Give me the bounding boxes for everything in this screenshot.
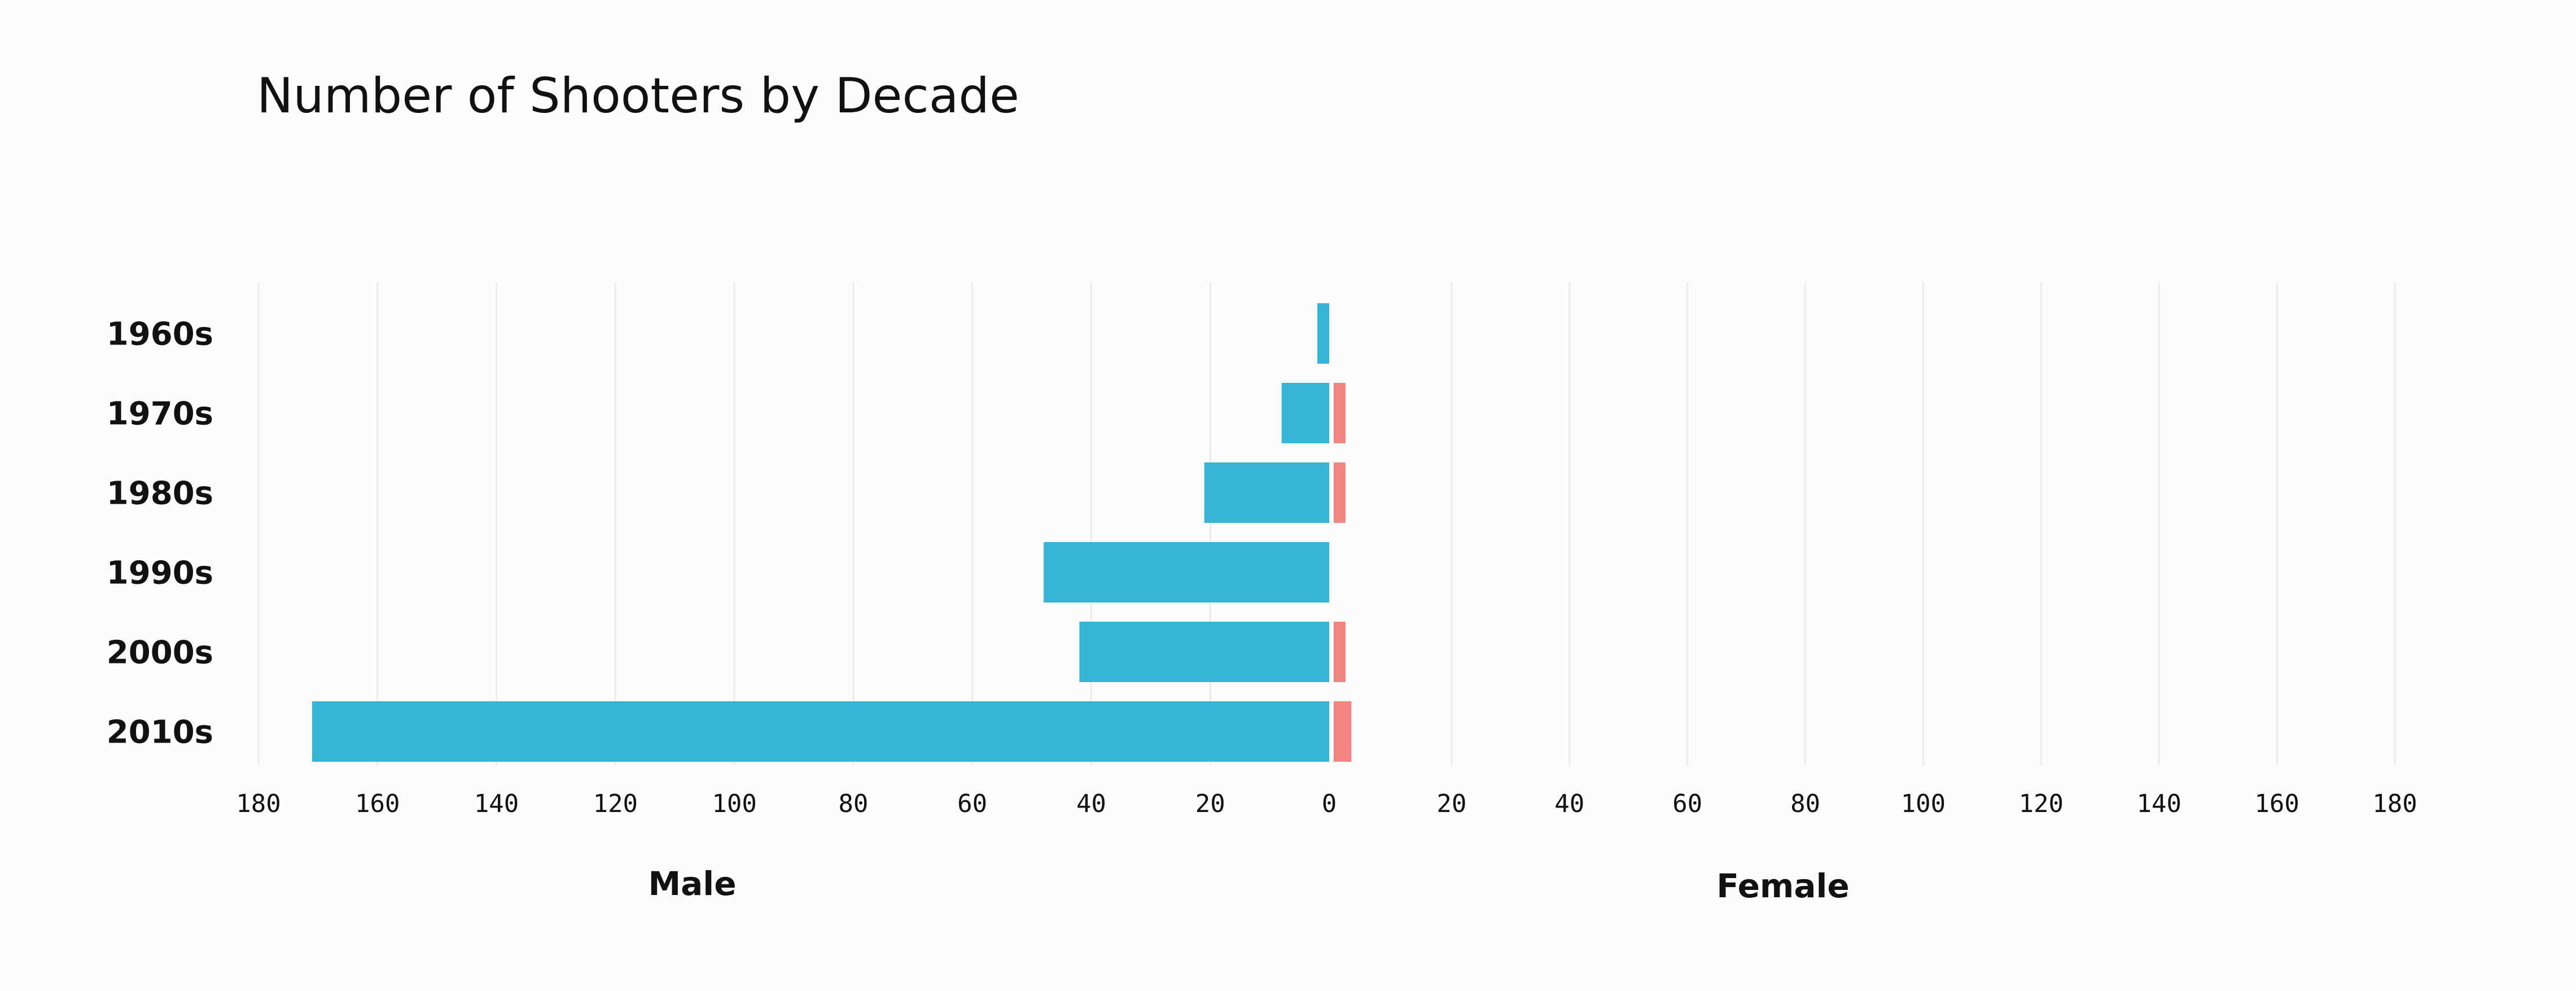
female-bar-1970s — [1334, 383, 1346, 443]
female-tick-100: 100 — [1901, 789, 1946, 818]
male-tick-140: 140 — [474, 789, 519, 818]
male-tick-180: 180 — [236, 789, 281, 818]
male-bar-2010s — [312, 701, 1329, 762]
male-tick-100: 100 — [712, 789, 756, 818]
female-bar-2010s — [1334, 701, 1352, 762]
male-bar-1990s — [1044, 542, 1329, 603]
category-label-1980s: 1980s — [107, 475, 213, 512]
male-tick-120: 120 — [593, 789, 638, 818]
female-tick-160: 160 — [2254, 789, 2299, 818]
axis-label-female: Female — [1716, 867, 1849, 905]
male-tick-60: 60 — [957, 789, 987, 818]
female-tick-20: 20 — [1436, 789, 1466, 818]
female-bar-2000s — [1334, 622, 1346, 682]
male-bar-2000s — [1079, 622, 1329, 682]
male-tick-160: 160 — [355, 789, 400, 818]
female-bar-1980s — [1334, 462, 1346, 523]
category-label-1970s: 1970s — [107, 396, 213, 433]
male-bar-1970s — [1281, 383, 1329, 443]
chart-title: Number of Shooters by Decade — [257, 68, 1019, 124]
male-bar-1960s — [1317, 303, 1329, 364]
female-tick-120: 120 — [2019, 789, 2064, 818]
category-label-1990s: 1990s — [107, 555, 213, 592]
male-tick-80: 80 — [838, 789, 868, 818]
male-tick-0: 0 — [1322, 789, 1337, 818]
category-label-1960s: 1960s — [107, 316, 213, 353]
female-tick-80: 80 — [1790, 789, 1820, 818]
female-tick-140: 140 — [2136, 789, 2181, 818]
category-label-2000s: 2000s — [107, 635, 213, 671]
male-tick-40: 40 — [1076, 789, 1106, 818]
axis-label-male: Male — [648, 865, 736, 903]
male-bar-1980s — [1204, 462, 1329, 523]
category-label-2010s: 2010s — [107, 714, 213, 751]
female-tick-180: 180 — [2372, 789, 2417, 818]
female-tick-60: 60 — [1672, 789, 1702, 818]
female-tick-40: 40 — [1554, 789, 1584, 818]
male-tick-20: 20 — [1195, 789, 1225, 818]
